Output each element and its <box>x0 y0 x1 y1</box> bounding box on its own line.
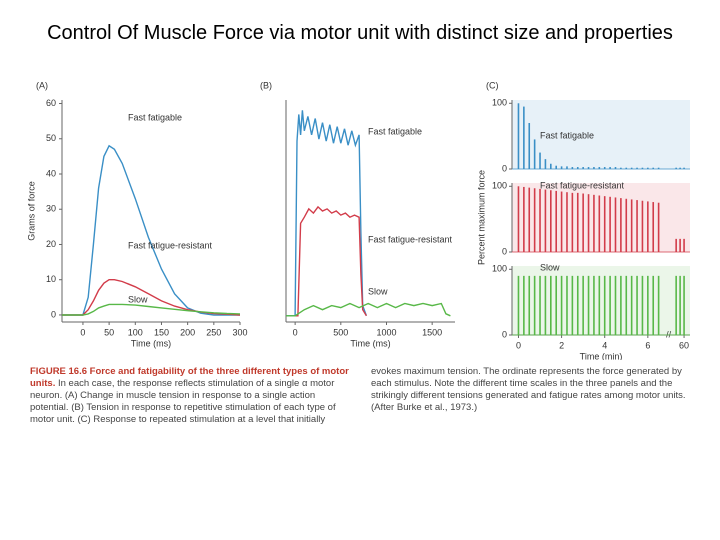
series-label: Fast fatigable <box>128 112 182 122</box>
series-label: Fast fatigue-resistant <box>128 240 213 250</box>
series-line <box>295 205 367 317</box>
slide-title: Control Of Muscle Force via motor unit w… <box>47 22 673 44</box>
x-tick-label: 60 <box>679 340 689 350</box>
row-background <box>512 183 690 252</box>
y-tick-label: 100 <box>492 98 507 108</box>
series-line <box>62 303 241 316</box>
y-tick-label: 0 <box>51 309 56 319</box>
x-tick-label: 150 <box>154 327 169 337</box>
x-axis-label: Time (ms) <box>131 338 171 348</box>
series-label: Fast fatigue-resistant <box>540 180 625 190</box>
y-tick-label: 20 <box>46 239 56 249</box>
y-tick-label: 100 <box>492 181 507 191</box>
x-tick-label: 50 <box>104 327 114 337</box>
x-tick-label: 4 <box>602 340 607 350</box>
panel-label: (C) <box>486 80 499 90</box>
caption: FIGURE 16.6 Force and fatigability of th… <box>30 366 690 426</box>
x-tick-label: 0 <box>80 327 85 337</box>
x-tick-label: 250 <box>206 327 221 337</box>
y-tick-label: 50 <box>46 133 56 143</box>
series-label: Fast fatigable <box>368 126 422 136</box>
caption-label: FIGURE 16.6 <box>30 366 88 377</box>
series-line <box>286 302 451 317</box>
x-axis-label: Time (ms) <box>350 338 390 348</box>
y-tick-label: 100 <box>492 264 507 274</box>
x-tick-label: 1500 <box>422 327 442 337</box>
x-tick-label: 100 <box>128 327 143 337</box>
series-line <box>286 110 368 317</box>
y-tick-label: 0 <box>502 246 507 256</box>
x-tick-label: 0 <box>516 340 521 350</box>
caption-text: In each case, the response reflects stim… <box>30 366 686 425</box>
panel-label: (B) <box>260 80 272 90</box>
y-tick-label: 0 <box>502 163 507 173</box>
x-tick-label: 200 <box>180 327 195 337</box>
y-tick-label: 40 <box>46 168 56 178</box>
series-label: Slow <box>368 286 388 296</box>
x-tick-label: 2 <box>559 340 564 350</box>
series-label: Fast fatigable <box>540 130 594 140</box>
x-tick-label: 1000 <box>376 327 396 337</box>
panel-label: (A) <box>36 80 48 90</box>
axis-break: // <box>666 329 672 339</box>
series-label: Slow <box>540 262 560 272</box>
caption-heading: Force and fatigability of the three diff… <box>30 366 349 389</box>
series-label: Slow <box>128 294 148 304</box>
x-tick-label: 300 <box>232 327 247 337</box>
x-tick-label: 500 <box>333 327 348 337</box>
y-tick-label: 10 <box>46 274 56 284</box>
row-background <box>512 100 690 169</box>
x-tick-label: 0 <box>293 327 298 337</box>
series-label: Fast fatigue-resistant <box>368 234 453 244</box>
y-tick-label: 0 <box>502 329 507 339</box>
series-line <box>62 144 240 316</box>
row-background <box>512 266 690 335</box>
y-tick-label: 30 <box>46 204 56 214</box>
y-axis-label: Grams of force <box>26 181 36 241</box>
y-tick-label: 60 <box>46 98 56 108</box>
y-axis-label: Percent maximum force <box>476 170 486 265</box>
x-tick-label: 6 <box>645 340 650 350</box>
x-axis-label: Time (min) <box>580 351 623 360</box>
